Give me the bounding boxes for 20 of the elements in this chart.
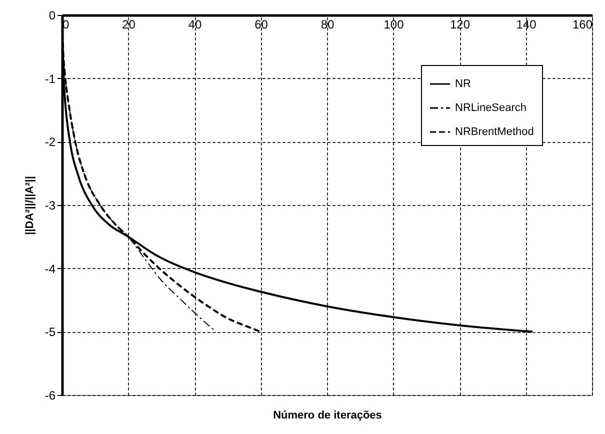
x-tick-label: 60 <box>254 18 268 32</box>
legend-label: NRBrentMethod <box>455 126 534 138</box>
x-tick-label: 100 <box>384 18 404 32</box>
y-tick-label: 0 <box>48 8 56 22</box>
y-tick-label: -6 <box>44 388 56 402</box>
x-tick-label: 80 <box>320 18 334 32</box>
legend-label: NR <box>455 78 471 90</box>
x-tick-label: 120 <box>450 18 470 32</box>
legend-label: NRLineSearch <box>455 102 527 114</box>
x-tick-label: 20 <box>122 18 136 32</box>
y-axis-title: ||DA²||/||A²|| <box>24 176 36 235</box>
x-tick-label: 140 <box>516 18 537 32</box>
x-axis-title: Número de iterações <box>273 410 382 422</box>
y-tick-label: -5 <box>44 325 56 340</box>
y-tick-label: -4 <box>44 262 56 276</box>
y-tick-label: -3 <box>44 198 56 212</box>
y-tick-label: -1 <box>44 72 56 86</box>
x-tick-label: 160 <box>572 18 593 32</box>
y-tick-label: -2 <box>44 135 56 150</box>
x-tick-label: 40 <box>188 18 202 32</box>
